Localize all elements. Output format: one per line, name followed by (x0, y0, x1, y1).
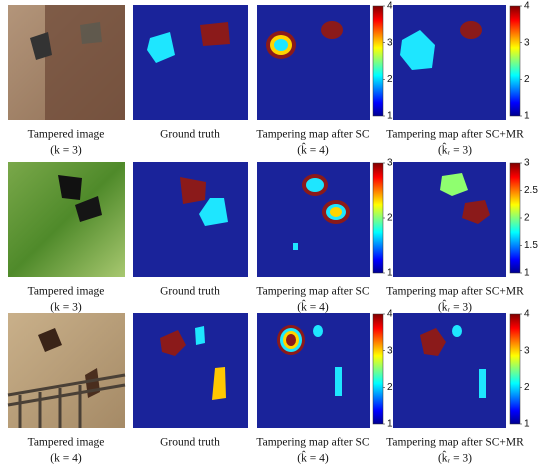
tamper-region (80, 22, 102, 44)
colorbar-tick-label: 1.5 (524, 240, 538, 251)
caption: (k̂ = 4) (297, 142, 329, 157)
blob (274, 39, 288, 51)
blob (200, 22, 230, 46)
colorbar-tick-label: 4 (524, 309, 530, 320)
blob (460, 21, 482, 39)
blob (293, 243, 298, 250)
map (393, 313, 506, 428)
colorbar (373, 163, 383, 273)
colorbar-tick-label: 3 (387, 345, 393, 356)
caption: Tampering map after SC (256, 129, 370, 141)
colorbar-tick-label: 3 (524, 158, 530, 169)
colorbar-tick-label: 2 (387, 213, 393, 224)
caption: Tampering map after SC (256, 437, 370, 449)
blob (335, 367, 342, 396)
caption: (k̂ᵣ = 3) (438, 450, 472, 465)
caption: Tampering map after SC+MR (386, 437, 524, 449)
photo-detail (45, 5, 125, 120)
colorbar-tick-label: 1 (387, 111, 393, 122)
blob (321, 21, 343, 39)
caption: Tampering map after SC (256, 286, 370, 298)
colorbar (510, 314, 520, 424)
panels (8, 5, 506, 428)
colorbar-tick-label: 2 (387, 382, 393, 393)
blob (330, 207, 342, 217)
colorbar-tick-label: 1 (387, 419, 393, 430)
colorbar-tick-label: 1 (387, 268, 393, 279)
colorbar-tick-label: 1 (524, 111, 530, 122)
map (133, 313, 248, 428)
caption: Ground truth (160, 129, 220, 141)
map (257, 5, 370, 120)
blob (306, 178, 324, 192)
caption: Tampered image (28, 129, 105, 141)
colorbar-tick-label: 2 (387, 74, 393, 85)
caption: (k = 4) (50, 453, 82, 465)
caption: (k̂ = 4) (297, 450, 329, 465)
caption: Tampering map after SC+MR (386, 286, 524, 298)
colorbar-tick-label: 4 (524, 1, 530, 12)
caption: Tampering map after SC+MR (386, 129, 524, 141)
caption: Tampered image (28, 286, 105, 298)
caption: (k̂ = 4) (297, 299, 329, 314)
photo (8, 313, 125, 428)
blob (286, 334, 296, 346)
caption: (k = 3) (50, 145, 82, 157)
colorbar-tick-label: 4 (387, 309, 393, 320)
blob (195, 326, 205, 345)
caption: Ground truth (160, 286, 220, 298)
figure: Tampered image (k = 3) Ground truth Tamperi… (0, 0, 540, 466)
colorbar-tick-label: 3 (387, 158, 393, 169)
colorbar-tick-label: 2.5 (524, 185, 538, 196)
blob (479, 369, 486, 398)
colorbar-tick-label: 2 (524, 74, 530, 85)
colorbar (373, 6, 383, 116)
colorbar-tick-label: 3 (387, 37, 393, 48)
colorbar-tick-label: 4 (387, 1, 393, 12)
caption: Ground truth (160, 437, 220, 449)
caption: (k̂ᵣ = 3) (438, 299, 472, 314)
colorbar-tick-label: 1 (524, 419, 530, 430)
blob (313, 325, 323, 337)
map (133, 5, 248, 120)
colorbar-tick-label: 1 (524, 268, 530, 279)
blob (452, 325, 462, 337)
colorbar-tick-label: 2 (524, 213, 530, 224)
colorbar (373, 314, 383, 424)
caption: Tampered image (28, 437, 105, 449)
colorbar-tick-label: 2 (524, 382, 530, 393)
colorbar (510, 6, 520, 116)
colorbar-tick-label: 3 (524, 37, 530, 48)
caption: (k = 3) (50, 302, 82, 314)
colorbar (510, 163, 520, 273)
colorbar-tick-label: 3 (524, 345, 530, 356)
caption: (k̂ᵣ = 3) (438, 142, 472, 157)
